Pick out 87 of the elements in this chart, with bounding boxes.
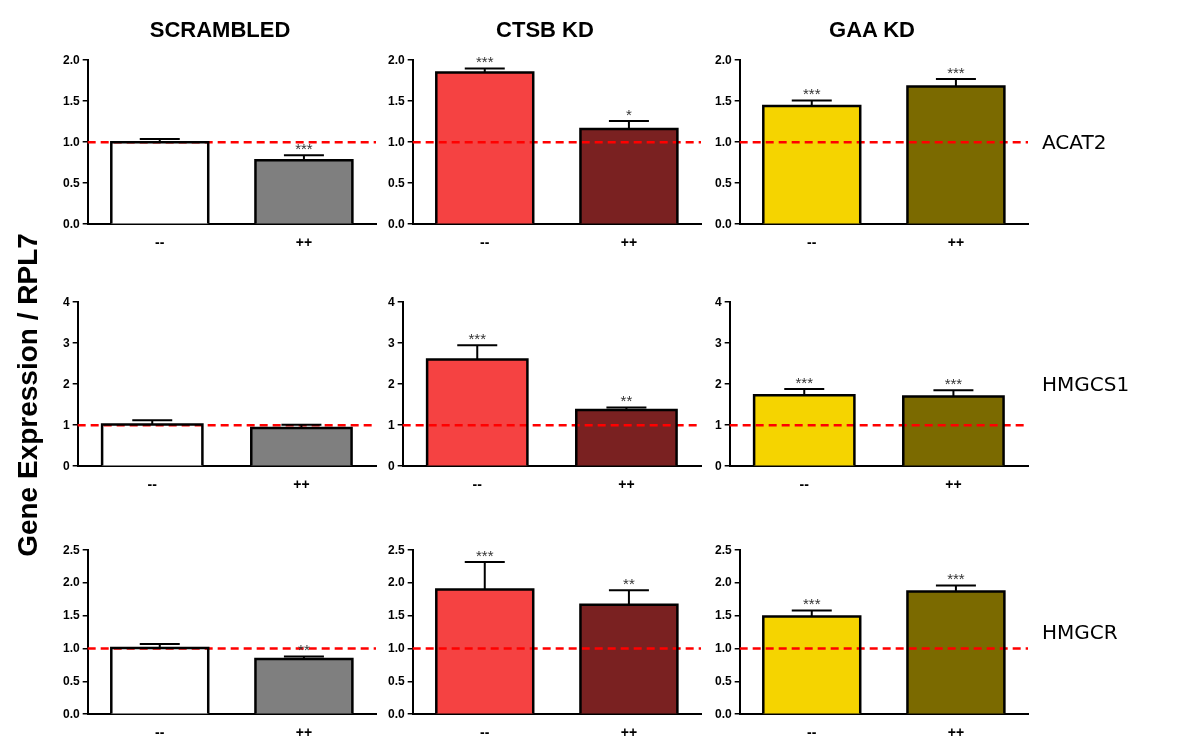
y-tick-label: 3 bbox=[62, 335, 70, 350]
annotation: *** bbox=[803, 595, 821, 613]
y-tick-label: 2.0 bbox=[62, 575, 80, 590]
y-tick-label: 2.5 bbox=[387, 542, 405, 557]
x-tick-label: -- bbox=[472, 476, 483, 493]
annotation: *** bbox=[795, 373, 814, 391]
x-tick-label: -- bbox=[807, 234, 817, 251]
y-tick-label: 1.0 bbox=[714, 134, 732, 149]
x-tick-label: ++ bbox=[293, 476, 310, 493]
y-tick-label: 0 bbox=[714, 458, 722, 473]
y-tick-label: 3 bbox=[714, 335, 722, 350]
y-tick-label: 1.5 bbox=[62, 93, 80, 108]
annotation: *** bbox=[295, 139, 313, 157]
y-tick-label: 0 bbox=[387, 458, 395, 473]
y-tick-label: 4 bbox=[62, 294, 70, 309]
chart-title: CTSB KD bbox=[495, 16, 595, 44]
annotation: ** bbox=[623, 574, 635, 592]
y-tick-label: 0.5 bbox=[714, 673, 732, 688]
x-tick-label: -- bbox=[155, 234, 165, 251]
chart-title: SCRAMBLED bbox=[148, 16, 292, 44]
y-tick-label: 1.0 bbox=[387, 640, 405, 655]
x-tick-label: -- bbox=[147, 476, 158, 493]
y-tick-label: 0.5 bbox=[387, 673, 405, 688]
y-tick-label: 0 bbox=[62, 458, 70, 473]
x-tick-label: -- bbox=[480, 234, 490, 251]
y-tick-label: 2.5 bbox=[714, 542, 732, 557]
y-tick-label: 2 bbox=[387, 376, 395, 391]
y-tick-label: 2.0 bbox=[714, 52, 732, 67]
x-tick-label: -- bbox=[799, 476, 810, 493]
y-tick-label: 2 bbox=[62, 376, 70, 391]
y-tick-label: 2.0 bbox=[714, 575, 732, 590]
y-tick-label: 4 bbox=[714, 294, 722, 309]
annotation: ** bbox=[620, 392, 633, 410]
text: HMGCR bbox=[1042, 620, 1118, 644]
x-tick-label: ++ bbox=[618, 476, 635, 493]
x-tick-label: ++ bbox=[947, 234, 965, 251]
y-tick-label: 1.0 bbox=[62, 134, 80, 149]
y-tick-label: 1 bbox=[62, 417, 70, 432]
annotation: *** bbox=[468, 329, 487, 347]
text: ACAT2 bbox=[1042, 130, 1107, 154]
x-tick-label: -- bbox=[155, 724, 165, 741]
x-tick-label: ++ bbox=[620, 234, 638, 251]
y-tick-label: 0.0 bbox=[387, 216, 405, 231]
x-tick-label: -- bbox=[807, 724, 817, 741]
x-tick-label: ++ bbox=[295, 234, 313, 251]
y-tick-label: 3 bbox=[387, 335, 395, 350]
annotation: *** bbox=[947, 570, 965, 588]
y-tick-label: 1 bbox=[714, 417, 722, 432]
y-axis-title: Gene Expression / RPL7 bbox=[11, 232, 44, 557]
y-tick-label: 1.0 bbox=[62, 640, 80, 655]
y-tick-label: 0.5 bbox=[714, 175, 732, 190]
y-tick-label: 4 bbox=[387, 294, 395, 309]
x-tick-label: -- bbox=[480, 724, 490, 741]
y-tick-label: 0.5 bbox=[62, 175, 80, 190]
y-tick-label: 2.0 bbox=[387, 52, 405, 67]
annotation: *** bbox=[947, 63, 965, 81]
x-tick-label: ++ bbox=[295, 724, 313, 741]
x-tick-label: ++ bbox=[620, 724, 638, 741]
y-tick-label: 2 bbox=[714, 376, 722, 391]
annotation: *** bbox=[803, 85, 821, 103]
y-tick-label: 1.0 bbox=[714, 640, 732, 655]
y-tick-label: 0.0 bbox=[387, 706, 405, 721]
y-tick-label: 0.5 bbox=[62, 673, 80, 688]
annotation: * bbox=[626, 105, 632, 123]
y-tick-label: 1.5 bbox=[387, 93, 405, 108]
x-tick-label: ++ bbox=[945, 476, 962, 493]
y-tick-label: 1.5 bbox=[714, 93, 732, 108]
annotation: *** bbox=[476, 546, 494, 564]
y-tick-label: 2.5 bbox=[62, 542, 80, 557]
annotation: *** bbox=[476, 53, 494, 71]
annotation: ** bbox=[298, 641, 310, 659]
y-tick-label: 1.5 bbox=[387, 608, 405, 623]
text: HMGCS1 bbox=[1042, 372, 1130, 396]
y-tick-label: 0.0 bbox=[714, 216, 732, 231]
x-tick-label: ++ bbox=[947, 724, 965, 741]
y-tick-label: 1.0 bbox=[387, 134, 405, 149]
y-tick-label: 0.0 bbox=[62, 706, 80, 721]
annotation: *** bbox=[944, 374, 963, 392]
y-tick-label: 2.0 bbox=[387, 575, 405, 590]
y-tick-label: 0.0 bbox=[714, 706, 732, 721]
y-tick-label: 2.0 bbox=[62, 52, 80, 67]
y-tick-label: 1.5 bbox=[714, 608, 732, 623]
y-tick-label: 0.5 bbox=[387, 175, 405, 190]
y-tick-label: 1 bbox=[387, 417, 395, 432]
chart-title: GAA KD bbox=[828, 16, 916, 44]
y-tick-label: 1.5 bbox=[62, 608, 80, 623]
y-tick-label: 0.0 bbox=[62, 216, 80, 231]
